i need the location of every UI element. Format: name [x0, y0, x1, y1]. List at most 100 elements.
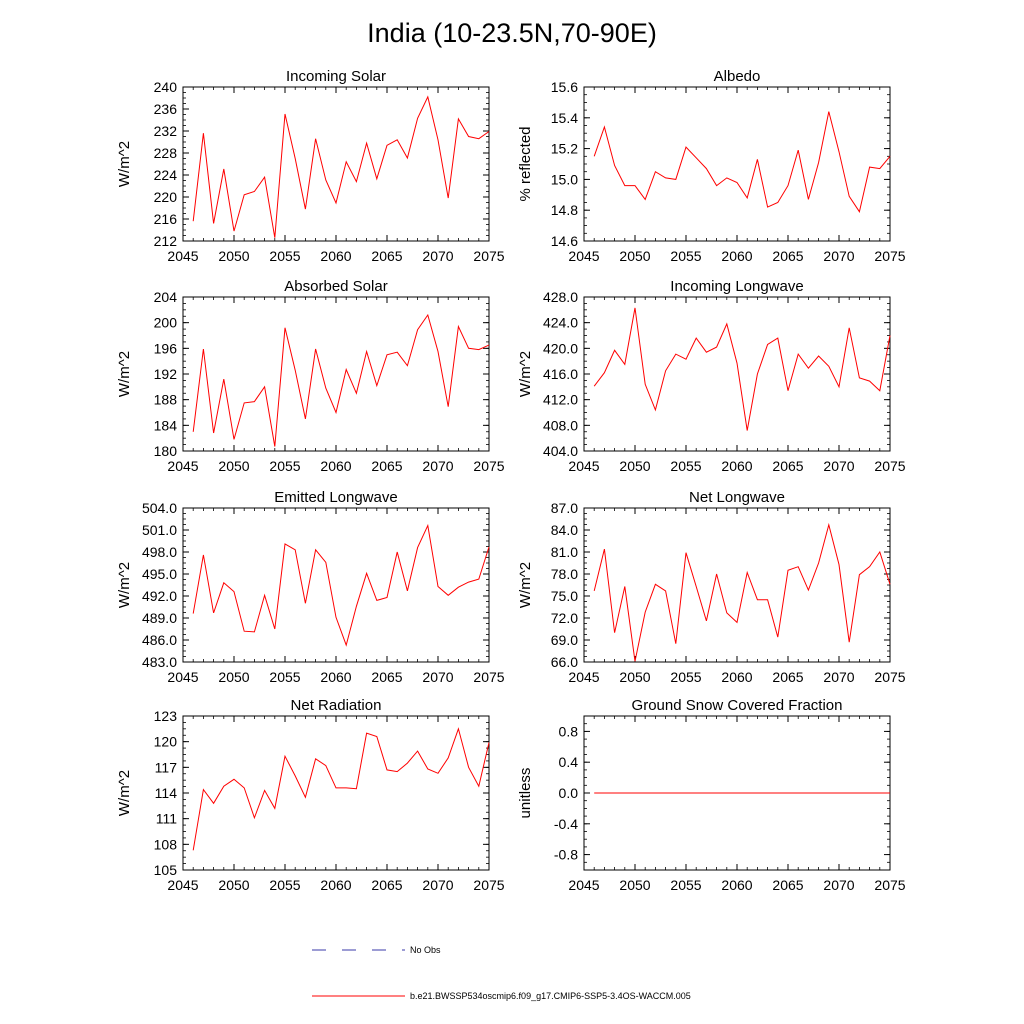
- y-tick-label: 180: [154, 443, 178, 459]
- x-tick-label: 2050: [218, 877, 249, 893]
- plot-frame: [583, 296, 891, 452]
- x-tick-label: 2075: [473, 669, 504, 685]
- y-tick-label: 108: [154, 836, 178, 852]
- x-tick-label: 2065: [772, 669, 803, 685]
- y-tick-label: 424.0: [543, 315, 578, 331]
- y-tick-label: 87.0: [551, 500, 578, 516]
- plot-frame: [182, 715, 490, 871]
- x-tick-label: 2050: [619, 669, 650, 685]
- x-tick-label: 2070: [422, 248, 453, 264]
- y-tick-label: 0.8: [559, 723, 579, 739]
- x-tick-label: 2075: [473, 458, 504, 474]
- panels: Incoming Solar W/m^2 2045 2050 2055 2060 2065 2…: [116, 68, 906, 893]
- y-tick-label: 224: [154, 167, 178, 183]
- panel-net-longwave: Net Longwave W/m^2 2045 2050 2055 2060 2065 207…: [517, 489, 906, 685]
- y-tick-label: 105: [154, 862, 178, 878]
- y-tick-label: 216: [154, 211, 178, 227]
- y-tick-label: -0.4: [554, 816, 578, 832]
- y-axis-label: W/m^2: [517, 562, 534, 608]
- panel-net-radiation: Net Radiation W/m^2 2045 2050 2055 2060 2065 20…: [116, 697, 505, 893]
- panel-title: Net Longwave: [689, 489, 785, 506]
- series-line: [593, 111, 891, 213]
- x-tick-label: 2070: [823, 669, 854, 685]
- panel-incoming-solar: Incoming Solar W/m^2 2045 2050 2055 2060 2065 2…: [116, 68, 505, 264]
- panel-title: Albedo: [714, 68, 761, 85]
- x-tick-label: 2060: [320, 458, 351, 474]
- panel-title: Absorbed Solar: [284, 278, 387, 295]
- y-tick-label: 114: [155, 785, 178, 801]
- y-tick-label: 236: [154, 101, 178, 117]
- x-tick-label: 2060: [721, 458, 752, 474]
- y-axis-label: W/m^2: [116, 770, 133, 816]
- x-tick-label: 2055: [670, 669, 701, 685]
- y-tick-label: 501.0: [142, 522, 177, 538]
- y-tick-label: 228: [154, 145, 178, 161]
- panel-title: Emitted Longwave: [274, 489, 397, 506]
- y-tick-label: 192: [154, 366, 178, 382]
- plot-frame: [182, 296, 490, 452]
- legend: No Obs b.e21.BWSSP534oscmip6.f09_g17.CMI…: [312, 945, 691, 1001]
- x-tick-label: 2075: [874, 877, 905, 893]
- x-tick-label: 2060: [320, 248, 351, 264]
- y-axis-label: W/m^2: [116, 562, 133, 608]
- panel-albedo: Albedo % reflected 2045 2050 2055 2060 2065 207…: [517, 68, 906, 264]
- x-tick-label: 2050: [619, 877, 650, 893]
- plot-frame: [583, 86, 891, 242]
- x-tick-label: 2055: [670, 877, 701, 893]
- plot-frame: [182, 507, 490, 663]
- plot-frame: [583, 507, 891, 663]
- legend-label-model: b.e21.BWSSP534oscmip6.f09_g17.CMIP6-SSP5…: [410, 991, 691, 1001]
- y-tick-label: 408.0: [543, 417, 578, 433]
- y-tick-label: 495.0: [142, 566, 177, 582]
- y-tick-label: 212: [154, 233, 178, 249]
- y-tick-label: 78.0: [551, 566, 578, 582]
- x-tick-label: 2045: [167, 669, 198, 685]
- panel-title: Incoming Longwave: [670, 278, 803, 295]
- panel-ground-snow-covered-fraction: Ground Snow Covered Fraction unitless 2045…: [517, 697, 906, 893]
- y-tick-label: 15.2: [551, 141, 578, 157]
- y-tick-label: 428.0: [543, 289, 578, 305]
- x-tick-label: 2055: [670, 458, 701, 474]
- y-tick-label: 15.0: [551, 171, 578, 187]
- series-line: [192, 727, 490, 851]
- x-tick-label: 2065: [772, 458, 803, 474]
- y-tick-label: 504.0: [142, 500, 177, 516]
- x-tick-label: 2060: [721, 248, 752, 264]
- y-tick-label: 220: [154, 189, 178, 205]
- x-tick-label: 2060: [320, 877, 351, 893]
- x-tick-label: 2050: [218, 458, 249, 474]
- y-tick-label: 483.0: [142, 654, 177, 670]
- y-axis-label: W/m^2: [116, 141, 133, 187]
- y-tick-label: 75.0: [551, 588, 578, 604]
- x-tick-label: 2075: [874, 248, 905, 264]
- x-tick-label: 2045: [568, 248, 599, 264]
- y-tick-label: 0.4: [559, 754, 579, 770]
- panel-absorbed-solar: Absorbed Solar W/m^2 2045 2050 2055 2060 2065 2…: [116, 278, 505, 474]
- x-tick-label: 2075: [473, 248, 504, 264]
- x-tick-label: 2045: [568, 458, 599, 474]
- x-tick-label: 2045: [167, 458, 198, 474]
- panel-title: Ground Snow Covered Fraction: [632, 697, 843, 714]
- y-tick-label: 0.0: [559, 785, 579, 801]
- y-tick-label: 15.6: [551, 79, 578, 95]
- panel-emitted-longwave: Emitted Longwave W/m^2 2045 2050 2055 2060 206…: [116, 489, 505, 685]
- x-tick-label: 2070: [422, 877, 453, 893]
- y-tick-label: 200: [154, 315, 178, 331]
- series-line: [192, 523, 490, 647]
- y-tick-label: 404.0: [543, 443, 578, 459]
- y-tick-label: 492.0: [142, 588, 177, 604]
- y-tick-label: 66.0: [551, 654, 578, 670]
- x-tick-label: 2065: [772, 248, 803, 264]
- y-tick-label: 416.0: [543, 366, 578, 382]
- y-tick-label: 14.6: [551, 233, 578, 249]
- x-tick-label: 2070: [422, 669, 453, 685]
- x-tick-label: 2055: [269, 458, 300, 474]
- series-line: [192, 313, 490, 447]
- y-tick-label: 84.0: [551, 522, 578, 538]
- y-axis-label: % reflected: [517, 126, 534, 201]
- x-tick-label: 2065: [371, 877, 402, 893]
- y-tick-label: 14.8: [551, 202, 578, 218]
- y-tick-label: 498.0: [142, 544, 177, 560]
- series-line: [593, 307, 891, 431]
